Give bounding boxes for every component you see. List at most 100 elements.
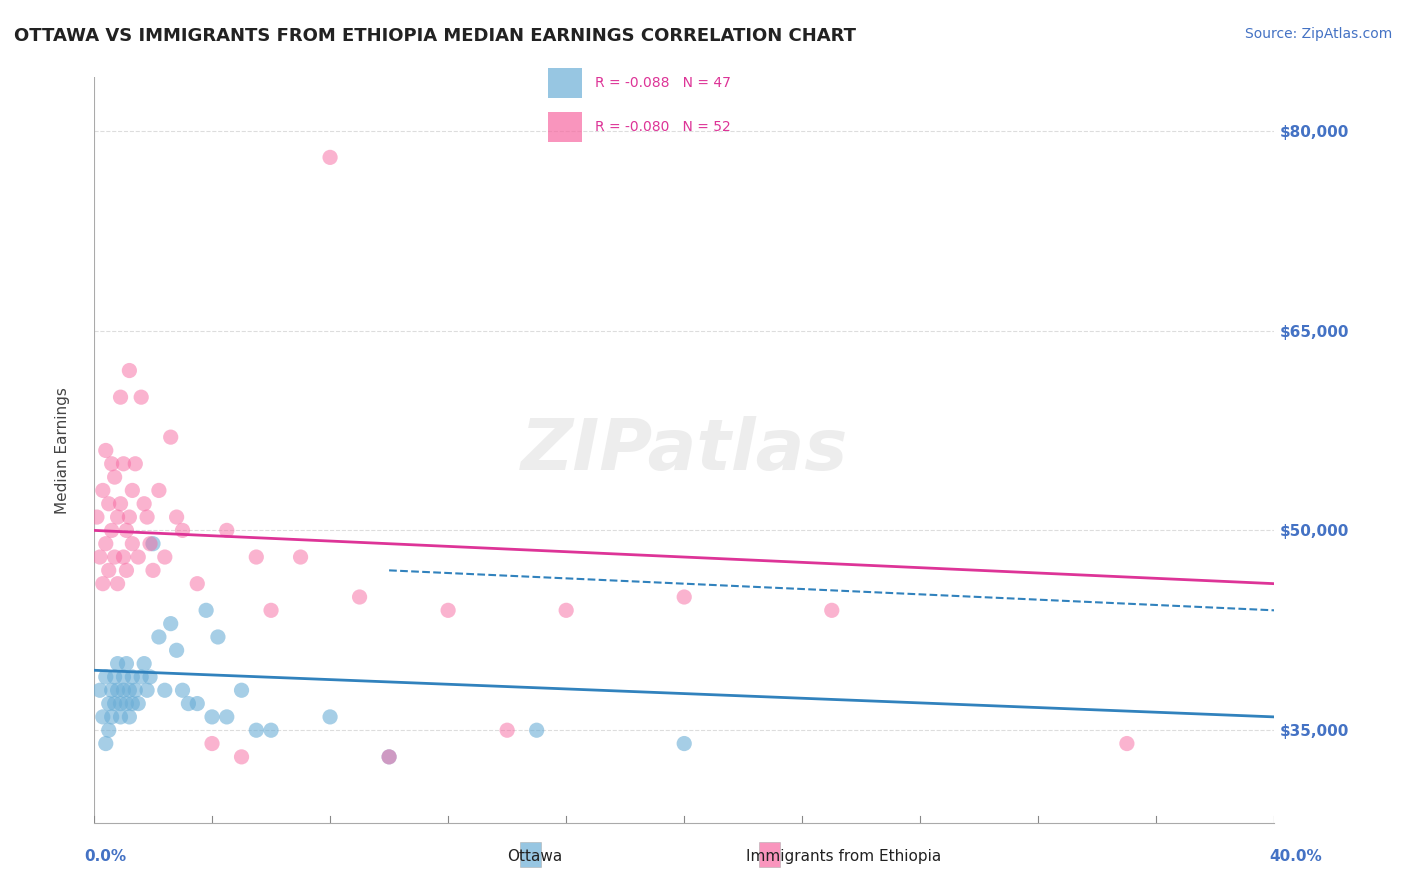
Immigrants from Ethiopia: [496, 723, 519, 738]
Ottawa: [118, 710, 141, 724]
Ottawa: [172, 683, 194, 698]
Immigrants from Ethiopia: [104, 470, 127, 484]
Immigrants from Ethiopia: [89, 549, 111, 564]
Immigrants from Ethiopia: [136, 510, 159, 524]
Text: OTTAWA VS IMMIGRANTS FROM ETHIOPIA MEDIAN EARNINGS CORRELATION CHART: OTTAWA VS IMMIGRANTS FROM ETHIOPIA MEDIA…: [14, 27, 856, 45]
Ottawa: [526, 723, 548, 738]
Ottawa: [215, 710, 238, 724]
Ottawa: [153, 683, 176, 698]
Immigrants from Ethiopia: [94, 443, 117, 458]
Ottawa: [107, 683, 129, 698]
Immigrants from Ethiopia: [121, 537, 143, 551]
Ottawa: [112, 670, 135, 684]
Ottawa: [207, 630, 229, 644]
Immigrants from Ethiopia: [349, 590, 371, 604]
Ottawa: [673, 737, 696, 751]
Bar: [759, 842, 780, 867]
Immigrants from Ethiopia: [115, 563, 138, 577]
Text: ZIPatlas: ZIPatlas: [520, 416, 848, 485]
Ottawa: [139, 670, 162, 684]
Immigrants from Ethiopia: [91, 483, 114, 498]
Ottawa: [142, 537, 165, 551]
Ottawa: [166, 643, 188, 657]
Immigrants from Ethiopia: [107, 510, 129, 524]
Bar: [548, 112, 582, 142]
Ottawa: [115, 657, 138, 671]
Bar: [548, 69, 582, 98]
Ottawa: [94, 737, 117, 751]
Text: 0.0%: 0.0%: [84, 849, 127, 863]
Ottawa: [177, 697, 200, 711]
Immigrants from Ethiopia: [201, 737, 224, 751]
Immigrants from Ethiopia: [319, 150, 342, 164]
Immigrants from Ethiopia: [821, 603, 844, 617]
Immigrants from Ethiopia: [107, 576, 129, 591]
Ottawa: [201, 710, 224, 724]
Ottawa: [107, 657, 129, 671]
Immigrants from Ethiopia: [231, 750, 253, 764]
Immigrants from Ethiopia: [139, 537, 162, 551]
Immigrants from Ethiopia: [97, 563, 120, 577]
Immigrants from Ethiopia: [129, 390, 152, 404]
Immigrants from Ethiopia: [124, 457, 146, 471]
Ottawa: [115, 697, 138, 711]
Text: Source: ZipAtlas.com: Source: ZipAtlas.com: [1244, 27, 1392, 41]
Immigrants from Ethiopia: [166, 510, 188, 524]
Immigrants from Ethiopia: [91, 576, 114, 591]
Immigrants from Ethiopia: [110, 390, 132, 404]
Ottawa: [118, 683, 141, 698]
Immigrants from Ethiopia: [121, 483, 143, 498]
Immigrants from Ethiopia: [86, 510, 108, 524]
Text: 40.0%: 40.0%: [1268, 849, 1322, 863]
Ottawa: [136, 683, 159, 698]
Ottawa: [89, 683, 111, 698]
Immigrants from Ethiopia: [115, 524, 138, 538]
Ottawa: [91, 710, 114, 724]
Ottawa: [121, 670, 143, 684]
Ottawa: [134, 657, 156, 671]
Ottawa: [112, 683, 135, 698]
Immigrants from Ethiopia: [673, 590, 696, 604]
Ottawa: [186, 697, 208, 711]
Immigrants from Ethiopia: [118, 510, 141, 524]
Immigrants from Ethiopia: [94, 537, 117, 551]
Immigrants from Ethiopia: [153, 549, 176, 564]
Text: R = -0.088   N = 47: R = -0.088 N = 47: [595, 76, 731, 90]
Ottawa: [110, 697, 132, 711]
Immigrants from Ethiopia: [112, 549, 135, 564]
Ottawa: [319, 710, 342, 724]
Text: Ottawa: Ottawa: [506, 849, 562, 863]
Ottawa: [159, 616, 181, 631]
Immigrants from Ethiopia: [159, 430, 181, 444]
Bar: [520, 842, 541, 867]
Immigrants from Ethiopia: [172, 524, 194, 538]
Ottawa: [104, 670, 127, 684]
Ottawa: [127, 697, 149, 711]
Immigrants from Ethiopia: [378, 750, 401, 764]
Ottawa: [110, 710, 132, 724]
Immigrants from Ethiopia: [1115, 737, 1137, 751]
Immigrants from Ethiopia: [112, 457, 135, 471]
Immigrants from Ethiopia: [290, 549, 312, 564]
Immigrants from Ethiopia: [186, 576, 208, 591]
Ottawa: [97, 723, 120, 738]
Text: R = -0.080   N = 52: R = -0.080 N = 52: [595, 120, 731, 134]
Immigrants from Ethiopia: [104, 549, 127, 564]
Ottawa: [129, 670, 152, 684]
Immigrants from Ethiopia: [100, 524, 122, 538]
Ottawa: [100, 683, 122, 698]
Ottawa: [148, 630, 170, 644]
Ottawa: [100, 710, 122, 724]
Immigrants from Ethiopia: [215, 524, 238, 538]
Ottawa: [195, 603, 218, 617]
Ottawa: [121, 697, 143, 711]
Y-axis label: Median Earnings: Median Earnings: [55, 387, 70, 514]
Immigrants from Ethiopia: [555, 603, 578, 617]
Ottawa: [378, 750, 401, 764]
Ottawa: [245, 723, 267, 738]
Immigrants from Ethiopia: [134, 497, 156, 511]
Ottawa: [124, 683, 146, 698]
Immigrants from Ethiopia: [97, 497, 120, 511]
Immigrants from Ethiopia: [437, 603, 460, 617]
Immigrants from Ethiopia: [100, 457, 122, 471]
